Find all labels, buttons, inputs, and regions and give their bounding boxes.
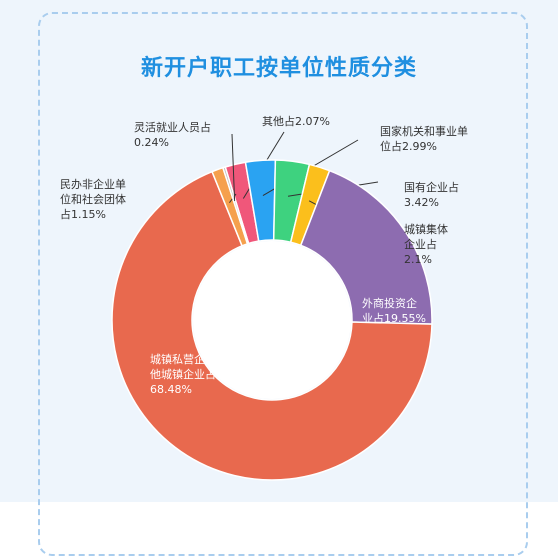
- slice-label-line: 业占19.55%: [362, 312, 426, 325]
- slice-label-line: 灵活就业人员占: [134, 121, 211, 134]
- slice-label-line: 城镇集体: [404, 223, 448, 236]
- slice-label: 国家机关和事业单 位占2.99%: [380, 124, 468, 154]
- slice-label-line: 占1.15%: [60, 208, 106, 221]
- donut-hole: [193, 241, 351, 399]
- slice-label-line: 位占2.99%: [380, 140, 437, 153]
- slice-label-line: 0.24%: [134, 136, 169, 149]
- slice-label: 国有企业占 3.42%: [404, 180, 459, 210]
- slice-label-line: 外商投资企: [362, 297, 417, 310]
- slice-label-line: 3.42%: [404, 196, 439, 209]
- slice-label-line: 城镇私营企业及其: [150, 353, 238, 366]
- slice-label-line: 国家机关和事业单: [380, 125, 468, 138]
- chart-title: 新开户职工按单位性质分类: [140, 56, 417, 81]
- pie-slice: [111, 170, 433, 481]
- slice-label-line: 68.48%: [150, 383, 192, 396]
- leader-line: [231, 133, 236, 201]
- pie-slice: [221, 166, 250, 245]
- slice-label: 城镇私营企业及其 他城镇企业占 68.48%: [150, 352, 238, 397]
- slice-label: 民办非企业单 位和社会团体 占1.15%: [60, 177, 126, 222]
- pie-slice: [299, 169, 433, 325]
- slice-label-line: 位和社会团体: [60, 193, 126, 206]
- slice-label-line: 民办非企业单: [60, 178, 126, 191]
- donut-chart: [111, 131, 433, 481]
- slice-label-line: 其他占2.07%: [262, 115, 330, 128]
- slice-label-line: 2.1%: [404, 253, 432, 266]
- slice-label: 灵活就业人员占 0.24%: [134, 120, 211, 150]
- slice-label-line: 企业占: [404, 238, 437, 251]
- slice-label: 其他占2.07%: [262, 114, 330, 129]
- slice-label: 城镇集体企业占 2.1%: [404, 222, 448, 267]
- slice-label: 外商投资企业占19.55%: [362, 296, 426, 326]
- slice-label-line: 国有企业占: [404, 181, 459, 194]
- slice-label-line: 他城镇企业占: [150, 368, 216, 381]
